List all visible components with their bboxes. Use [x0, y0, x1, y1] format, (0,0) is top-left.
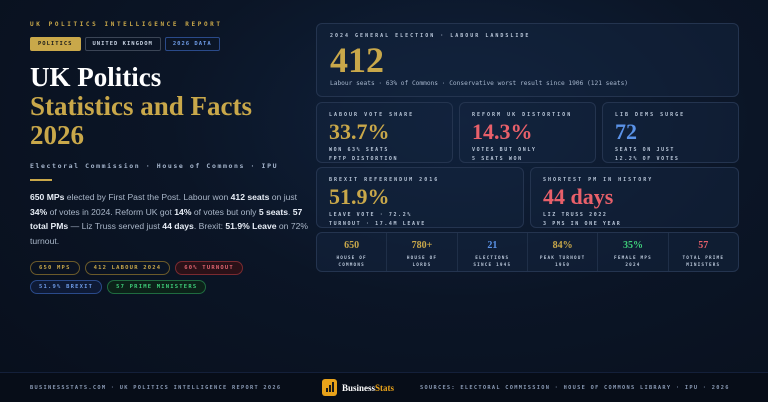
- strip-label: ELECTIONS SINCE 1945: [473, 256, 512, 268]
- footer-logo: BusinessStats: [322, 379, 394, 396]
- strip-value: 35%: [622, 240, 643, 251]
- footer: BUSINESSSTATS.COM · UK POLITICS INTELLIG…: [0, 372, 768, 402]
- strip-stat: 650 HOUSE OF COMMONS: [317, 233, 388, 271]
- strip-value: 57: [698, 240, 709, 251]
- stat-value: 14.3%: [472, 119, 533, 144]
- pill: 51.9% BREXIT: [30, 280, 103, 294]
- stat-value: 33.7%: [329, 119, 390, 144]
- footer-sources: SOURCES: ELECTORAL COMMISSION · HOUSE OF…: [420, 384, 730, 391]
- logo-text-b: Stats: [375, 382, 395, 393]
- title-line-1: UK Politics: [30, 62, 162, 92]
- stat-card: LIB DEMS SURGE 72 SEATS ON JUST 12.2% OF…: [602, 102, 739, 163]
- hero-caption: Labour seats · 63% of Commons · Conserva…: [330, 80, 629, 87]
- stat-label: BREXIT REFERENDUM 2016: [329, 177, 440, 183]
- strip-stat: 780+ HOUSE OF LORDS: [387, 233, 458, 271]
- stat-detail: 3 PMS IN ONE YEAR: [543, 220, 622, 227]
- stat-detail: LEAVE VOTE · 72.2%: [329, 212, 412, 218]
- tag-2026: 2026 DATA: [164, 37, 220, 51]
- strip-stat: 35% FEMALE MPS 2024: [598, 233, 669, 271]
- stat-detail: SEATS ON JUST: [615, 147, 675, 153]
- strip-stat: 21 ELECTIONS SINCE 1945: [458, 233, 528, 271]
- left-column: UK POLITICS INTELLIGENCE REPORT POLITICS…: [30, 21, 310, 294]
- strip-label: HOUSE OF LORDS: [406, 256, 438, 268]
- stat-label: SHORTEST PM IN HISTORY: [543, 177, 654, 183]
- strip-label: FEMALE MPS 2024: [614, 256, 652, 268]
- report-kicker: UK POLITICS INTELLIGENCE REPORT: [30, 21, 223, 28]
- strip-value: 650: [344, 240, 360, 251]
- tag-politics: POLITICS: [30, 37, 81, 51]
- stat-value: 72: [615, 119, 637, 144]
- strip-stat: 57 TOTAL PRIME MINISTERS: [669, 233, 738, 271]
- stat-detail: FPTP DISTORTION: [329, 155, 399, 162]
- gold-divider: [30, 179, 52, 181]
- pill: 57 PRIME MINISTERS: [107, 280, 207, 294]
- stat-value: 51.9%: [329, 184, 390, 209]
- strip-value: 21: [487, 240, 498, 251]
- title-line-2: Statistics and Facts: [30, 91, 252, 121]
- strip-label: TOTAL PRIME MINISTERS: [682, 256, 725, 268]
- strip-stat: 84% PEAK TURNOUT 1950: [528, 233, 599, 271]
- stat-detail: WON 63% SEATS: [329, 147, 389, 153]
- tag-row: POLITICS UNITED KINGDOM 2026 DATA: [30, 37, 310, 51]
- summary-paragraph: 650 MPs elected by First Past the Post. …: [30, 192, 309, 246]
- stat-detail: 12.2% OF VOTES: [615, 155, 680, 162]
- stat-detail: 5 SEATS WON: [472, 155, 523, 162]
- stats-strip: 650 HOUSE OF COMMONS 780+ HOUSE OF LORDS 21 …: [316, 232, 739, 272]
- subtitle: Electoral Commission · House of Commons …: [30, 162, 279, 170]
- page-title: UK Politics Statistics and Facts 2026: [30, 63, 310, 150]
- stat-detail: VOTES BUT ONLY: [472, 147, 537, 153]
- title-line-3: 2026: [30, 120, 84, 150]
- hero-value: 412: [330, 40, 384, 80]
- pill: 60% TURNOUT: [175, 261, 243, 275]
- strip-value: 780+: [411, 240, 433, 251]
- bar-chart-icon: [322, 379, 337, 396]
- stat-label: LIB DEMS SURGE: [615, 112, 686, 118]
- stat-card: LABOUR VOTE SHARE 33.7% WON 63% SEATS FP…: [316, 102, 453, 163]
- strip-value: 84%: [552, 240, 573, 251]
- footer-left: BUSINESSSTATS.COM · UK POLITICS INTELLIG…: [30, 384, 282, 391]
- strip-label: HOUSE OF COMMONS: [336, 256, 367, 268]
- hero-card: 2024 GENERAL ELECTION · LABOUR LANDSLIDE…: [316, 23, 739, 97]
- stat-card: BREXIT REFERENDUM 2016 51.9% LEAVE VOTE …: [316, 167, 524, 228]
- stat-label: LABOUR VOTE SHARE: [329, 112, 415, 118]
- stat-card: SHORTEST PM IN HISTORY 44 days LIZ TRUSS…: [530, 167, 739, 228]
- logo-text-a: Business: [342, 382, 376, 393]
- stat-value: 44 days: [543, 184, 614, 209]
- stat-detail: TURNOUT · 17.4M LEAVE: [329, 220, 426, 227]
- pill: 412 LABOUR 2024: [84, 261, 171, 275]
- hero-label: 2024 GENERAL ELECTION · LABOUR LANDSLIDE: [330, 33, 531, 39]
- pill-list: 650 MPS 412 LABOUR 2024 60% TURNOUT 51.9…: [30, 261, 260, 294]
- stat-card: REFORM UK DISTORTION 14.3% VOTES BUT ONL…: [459, 102, 596, 163]
- pill: 650 MPS: [30, 261, 80, 275]
- stat-label: REFORM UK DISTORTION: [472, 112, 573, 118]
- stat-detail: LIZ TRUSS 2022: [543, 212, 608, 218]
- tag-uk: UNITED KINGDOM: [84, 37, 161, 51]
- strip-label: PEAK TURNOUT 1950: [539, 256, 586, 268]
